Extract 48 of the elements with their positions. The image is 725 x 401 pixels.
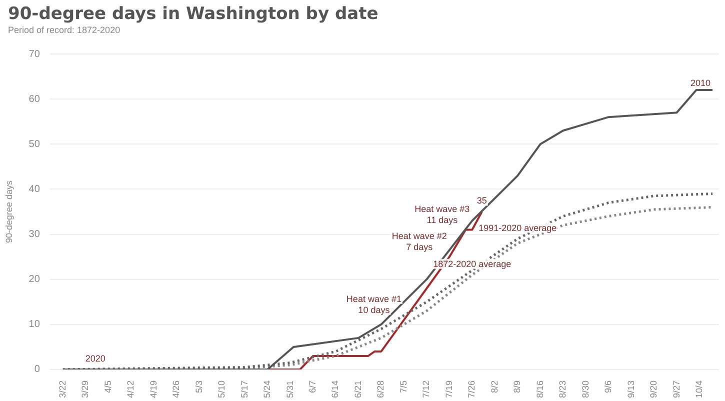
x-tick-label: 5/10 bbox=[216, 380, 227, 398]
y-tick-label: 50 bbox=[28, 138, 40, 150]
x-tick-label: 9/13 bbox=[626, 380, 636, 398]
x-tick-label: 3/29 bbox=[80, 380, 90, 398]
x-tick-label: 6/28 bbox=[376, 380, 386, 398]
x-tick-label: 6/21 bbox=[352, 380, 363, 398]
y-tick-label: 30 bbox=[28, 229, 40, 240]
y-axis-title: 90-degree days bbox=[4, 180, 14, 244]
x-tick-label: 5/31 bbox=[284, 380, 295, 398]
annotation: 2020 bbox=[85, 353, 106, 364]
chart-title: 90-degree days in Washington by date bbox=[8, 4, 378, 24]
annotation: 2010 bbox=[690, 78, 711, 88]
x-tick-label: 5/17 bbox=[239, 380, 250, 398]
x-tick-label: 9/27 bbox=[671, 380, 682, 398]
x-tick-label: 6/7 bbox=[307, 380, 318, 393]
y-tick-label: 20 bbox=[28, 274, 40, 286]
annotation: Heat wave #2 7 days bbox=[392, 230, 447, 252]
x-tick-label: 10/4 bbox=[694, 380, 704, 398]
x-tick-label: 6/14 bbox=[330, 380, 340, 398]
y-tick-label: 40 bbox=[28, 184, 40, 195]
x-tick-label: 8/16 bbox=[534, 380, 545, 398]
x-tick-label: 7/26 bbox=[466, 380, 477, 398]
y-tick-label: 70 bbox=[28, 48, 40, 60]
x-tick-label: 4/12 bbox=[126, 380, 136, 398]
chart-subtitle: Period of record: 1872-2020 bbox=[8, 25, 120, 35]
annotation: Heat wave #1 10 days bbox=[346, 294, 402, 315]
y-tick-label: 0 bbox=[34, 364, 40, 376]
x-tick-label: 5/3 bbox=[194, 380, 204, 393]
x-tick-label: 7/12 bbox=[421, 380, 432, 398]
x-tick-label: 8/9 bbox=[512, 380, 522, 393]
y-tick-label: 10 bbox=[28, 319, 40, 330]
x-tick-label: 3/22 bbox=[57, 380, 68, 398]
x-tick-label: 5/24 bbox=[262, 380, 272, 398]
x-tick-label: 9/6 bbox=[603, 380, 614, 393]
annotation: 35 bbox=[476, 196, 487, 206]
x-tick-label: 9/20 bbox=[648, 380, 659, 398]
x-tick-label: 8/23 bbox=[558, 380, 568, 398]
annotation: 1991-2020 average bbox=[478, 222, 557, 233]
annotation: 1872-2020 average bbox=[433, 258, 512, 269]
x-tick-label: 7/5 bbox=[398, 380, 408, 393]
x-tick-label: 8/2 bbox=[489, 380, 500, 393]
y-tick-label: 60 bbox=[28, 94, 40, 105]
x-tick-label: 4/26 bbox=[171, 380, 182, 398]
x-tick-label: 7/19 bbox=[444, 380, 454, 398]
x-tick-label: 4/5 bbox=[102, 380, 113, 393]
x-tick-label: 8/30 bbox=[580, 380, 590, 398]
annotation: Heat wave #3 11 days bbox=[414, 204, 470, 225]
x-tick-label: 4/19 bbox=[148, 380, 158, 398]
